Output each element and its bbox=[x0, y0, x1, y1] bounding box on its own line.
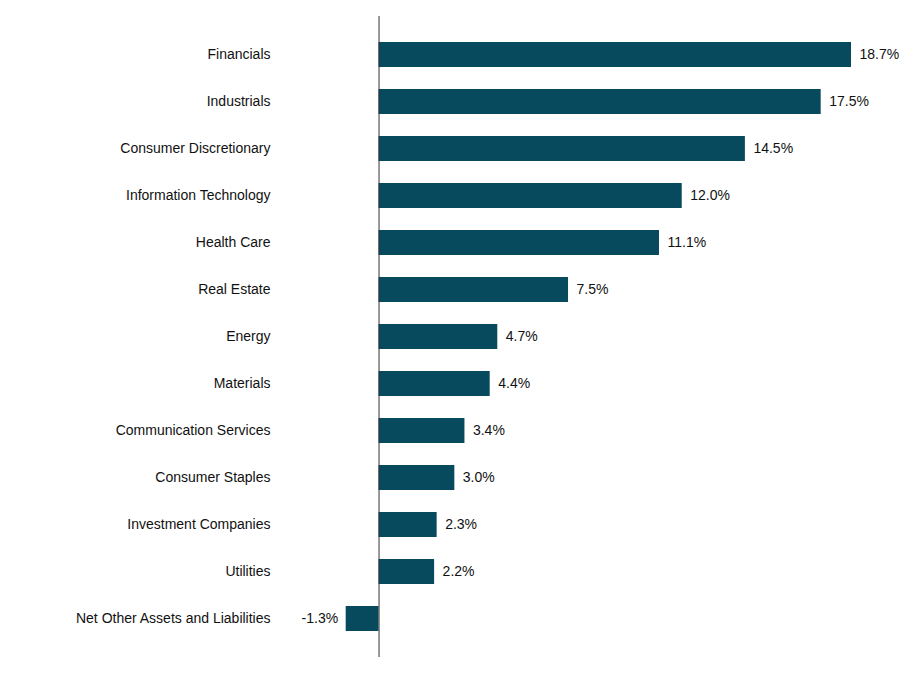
svg-text:Consumer Staples: Consumer Staples bbox=[155, 469, 270, 485]
svg-text:7.5%: 7.5% bbox=[577, 281, 609, 297]
svg-text:Consumer Discretionary: Consumer Discretionary bbox=[120, 140, 270, 156]
svg-text:Net Other Assets and Liabiliti: Net Other Assets and Liabilities bbox=[76, 610, 271, 626]
svg-text:-1.3%: -1.3% bbox=[302, 610, 339, 626]
svg-text:Materials: Materials bbox=[214, 375, 271, 391]
svg-text:17.5%: 17.5% bbox=[829, 93, 869, 109]
svg-text:3.0%: 3.0% bbox=[463, 469, 495, 485]
svg-text:Communication Services: Communication Services bbox=[116, 422, 271, 438]
svg-text:4.7%: 4.7% bbox=[506, 328, 538, 344]
svg-text:18.7%: 18.7% bbox=[860, 46, 900, 62]
svg-text:Real Estate: Real Estate bbox=[198, 281, 271, 297]
svg-text:Industrials: Industrials bbox=[207, 93, 271, 109]
svg-text:14.5%: 14.5% bbox=[753, 140, 793, 156]
svg-text:11.1%: 11.1% bbox=[667, 234, 706, 250]
svg-text:2.3%: 2.3% bbox=[445, 516, 477, 532]
svg-text:2.2%: 2.2% bbox=[443, 563, 475, 579]
svg-text:Health Care: Health Care bbox=[196, 234, 271, 250]
svg-text:Investment Companies: Investment Companies bbox=[127, 516, 270, 532]
svg-text:3.4%: 3.4% bbox=[473, 422, 505, 438]
svg-text:Energy: Energy bbox=[226, 328, 270, 344]
svg-text:Utilities: Utilities bbox=[225, 563, 270, 579]
svg-text:Financials: Financials bbox=[207, 46, 270, 62]
svg-text:4.4%: 4.4% bbox=[498, 375, 530, 391]
svg-text:Information Technology: Information Technology bbox=[126, 187, 271, 203]
svg-text:12.0%: 12.0% bbox=[690, 187, 730, 203]
